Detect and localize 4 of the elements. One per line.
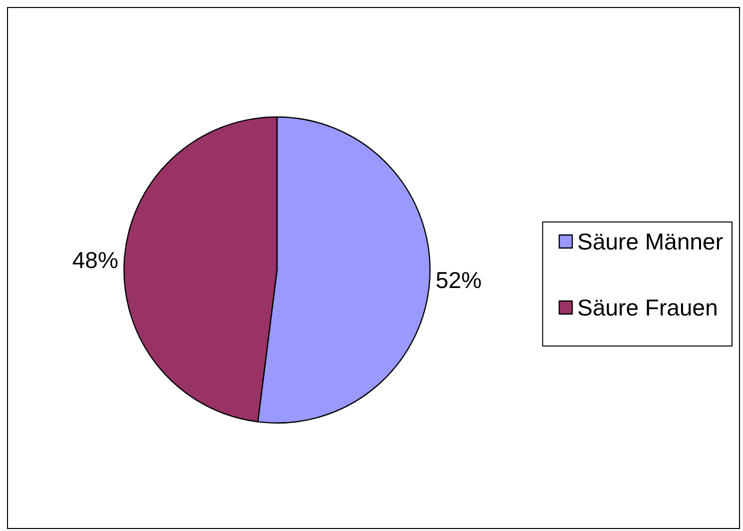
legend-label: Säure Frauen	[577, 294, 718, 320]
legend-label: Säure Männer	[577, 228, 724, 254]
data-label: 48%	[72, 247, 118, 274]
data-label: 52%	[436, 266, 482, 293]
